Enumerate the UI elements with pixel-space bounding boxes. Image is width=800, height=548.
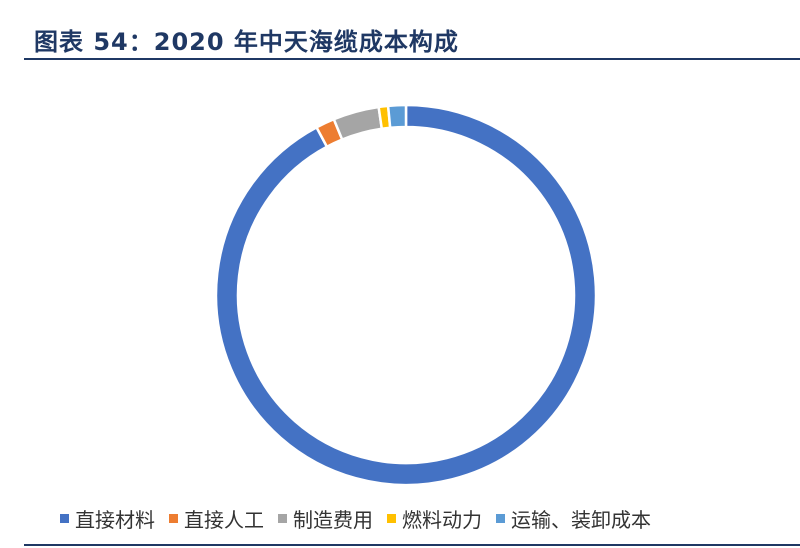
legend-label: 直接人工 [184,507,264,532]
legend-label: 燃料动力 [402,507,482,532]
donut-slice-1 [214,103,598,487]
legend-label: 运输、装卸成本 [511,507,651,532]
legend-item: 直接人工 [169,504,264,533]
legend-swatch [278,513,287,523]
donut-chart [214,103,598,487]
legend-label: 制造费用 [293,507,373,532]
legend-item: 直接材料 [60,504,155,533]
chart-legend: 直接材料 直接人工 制造费用 燃料动力 运输、装卸成本 [60,500,651,536]
chart-title: 图表 54：2020 年中天海缆成本构成 [34,28,459,56]
legend-swatch [387,513,396,523]
legend-swatch [60,513,69,523]
legend-label: 直接材料 [75,507,155,532]
legend-item: 制造费用 [278,504,373,533]
legend-item: 燃料动力 [387,504,482,533]
bottom-divider [24,544,800,546]
donut-slice-3 [332,105,384,142]
donut-slice-5 [386,103,408,130]
legend-swatch [169,513,178,523]
title-bar: 图表 54：2020 年中天海缆成本构成 [24,14,800,60]
legend-item: 运输、装卸成本 [496,504,651,533]
legend-swatch [496,513,505,523]
